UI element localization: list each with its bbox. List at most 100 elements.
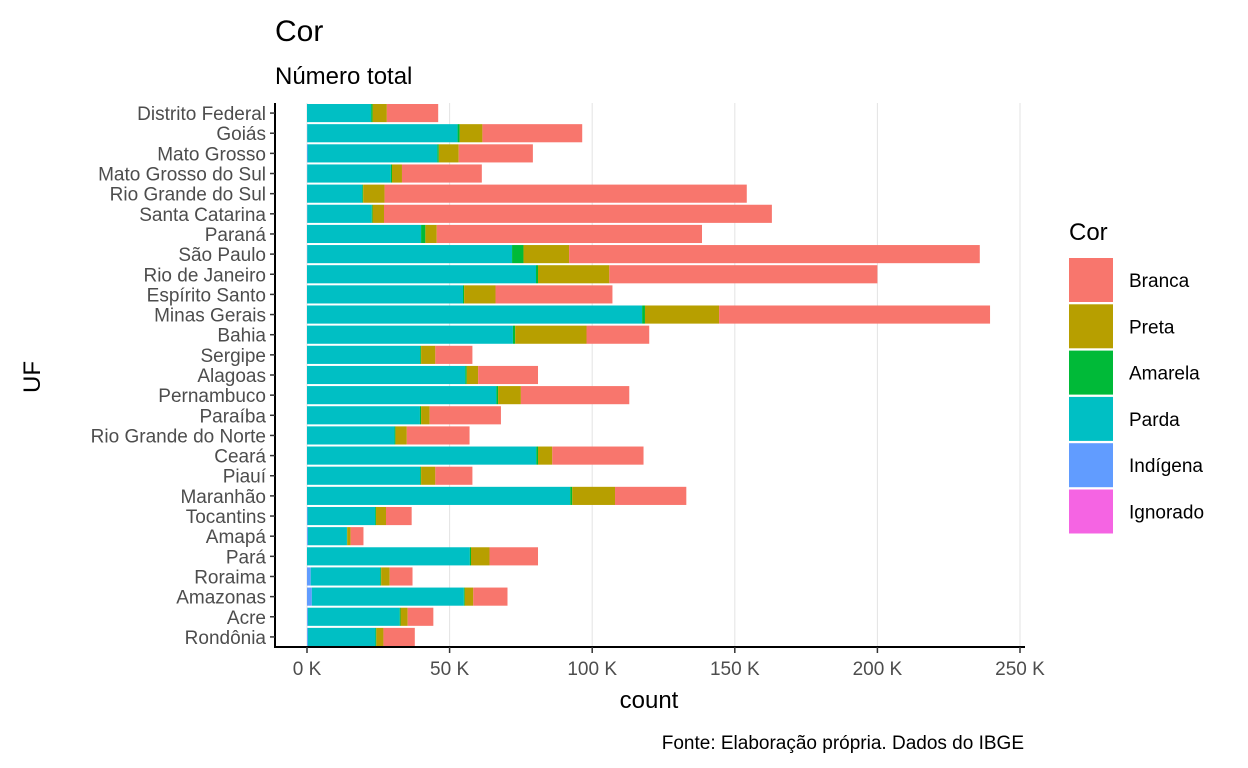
bar-segment bbox=[536, 265, 539, 284]
bar-segment bbox=[586, 325, 650, 344]
y-tick-label: Alagoas bbox=[197, 366, 266, 387]
bar-segment bbox=[401, 164, 482, 183]
bar-segment bbox=[372, 104, 387, 123]
bar-segment bbox=[307, 627, 376, 646]
legend-label: Branca bbox=[1129, 271, 1190, 292]
bar-segment bbox=[609, 265, 878, 284]
y-tick-label: Mato Grosso do Sul bbox=[98, 165, 266, 186]
bar-segment bbox=[307, 627, 308, 646]
bar-segment bbox=[307, 224, 422, 244]
legend-label: Ignorado bbox=[1129, 503, 1204, 524]
bar-segment bbox=[436, 224, 703, 244]
bar-segment bbox=[307, 104, 372, 123]
legend-swatch bbox=[1069, 350, 1113, 395]
bar-segment bbox=[538, 446, 553, 465]
y-tick-label: Rondônia bbox=[185, 628, 267, 649]
chart-subtitle: Número total bbox=[275, 63, 412, 90]
bars bbox=[307, 104, 991, 646]
bar-segment bbox=[307, 607, 308, 626]
bar-segment bbox=[380, 567, 382, 586]
bar-segment bbox=[463, 285, 465, 304]
bar-segment bbox=[615, 486, 687, 505]
bar-segment bbox=[459, 124, 483, 143]
bar-segment bbox=[307, 527, 347, 546]
chart-caption: Fonte: Elaboração própria. Dados do IBGE bbox=[662, 733, 1024, 754]
legend: Branca Preta Amarela Parda Indígena Ignorado bbox=[1069, 258, 1204, 534]
bar-segment bbox=[395, 426, 407, 445]
y-tick-label: Espírito Santo bbox=[147, 285, 266, 306]
bar-segment bbox=[400, 607, 408, 626]
bar-segment bbox=[464, 285, 496, 304]
bar-segment bbox=[644, 305, 720, 324]
bar-segment bbox=[495, 285, 613, 304]
bar-segment bbox=[307, 124, 458, 143]
bar-segment bbox=[538, 265, 610, 284]
bar-segment bbox=[376, 506, 387, 526]
bar-segment bbox=[435, 345, 473, 364]
bar-segment bbox=[552, 446, 644, 465]
bar-segment bbox=[478, 365, 539, 385]
legend-swatch bbox=[1069, 258, 1113, 302]
bar-segment bbox=[719, 305, 991, 324]
bar-segment bbox=[520, 386, 630, 405]
bar-segment bbox=[362, 184, 364, 203]
y-tick-label: Tocantins bbox=[186, 507, 266, 528]
bar-segment bbox=[307, 486, 571, 505]
bar-segment bbox=[515, 325, 587, 344]
bar-segment bbox=[307, 547, 470, 566]
bar-segment bbox=[420, 345, 422, 364]
bar-segment bbox=[307, 446, 537, 465]
bar-segment bbox=[421, 345, 436, 364]
bar-segment bbox=[463, 587, 465, 606]
bar-segment bbox=[307, 567, 311, 586]
y-tick-label: Pernambuco bbox=[158, 386, 266, 407]
bar-segment bbox=[437, 144, 439, 163]
bar-segment bbox=[458, 144, 533, 163]
legend-label: Amarela bbox=[1129, 364, 1200, 385]
bar-segment bbox=[421, 406, 430, 425]
y-tick-label: São Paulo bbox=[178, 245, 266, 266]
bar-segment bbox=[307, 144, 308, 163]
bar-segment bbox=[307, 345, 421, 364]
bar-segment bbox=[310, 567, 381, 586]
x-tick-label: 0 K bbox=[293, 659, 322, 680]
legend-title: Cor bbox=[1069, 219, 1108, 246]
y-tick-label: Roraima bbox=[194, 567, 266, 588]
bar-segment bbox=[389, 567, 413, 586]
bar-segment bbox=[466, 365, 479, 385]
bar-segment bbox=[307, 386, 497, 405]
bar-segment bbox=[307, 245, 513, 264]
bar-segment bbox=[438, 144, 459, 163]
bar-segment bbox=[381, 567, 390, 586]
bar-segment bbox=[386, 506, 412, 526]
legend-swatch bbox=[1069, 304, 1113, 349]
bar-segment bbox=[407, 607, 434, 626]
bar-segment bbox=[464, 587, 474, 606]
bar-segment bbox=[570, 486, 573, 505]
x-tick-label: 100 K bbox=[567, 659, 617, 680]
x-tick-labels: 0 K 50 K 100 K 150 K 200 K 250 K bbox=[293, 647, 1045, 680]
bar-segment bbox=[307, 285, 464, 304]
bar-segment bbox=[390, 164, 392, 183]
bar-segment bbox=[307, 204, 372, 223]
bar-segment bbox=[372, 204, 385, 223]
bar-segment bbox=[457, 124, 460, 143]
bar-segment bbox=[523, 245, 570, 264]
chart-title: Cor bbox=[275, 15, 323, 48]
legend-label: Preta bbox=[1129, 317, 1175, 338]
bar-segment bbox=[642, 305, 645, 324]
y-tick-label: Acre bbox=[227, 608, 266, 629]
y-tick-label: Amazonas bbox=[176, 588, 266, 609]
legend-swatch bbox=[1069, 489, 1113, 534]
bar-segment bbox=[307, 527, 308, 546]
bar-segment bbox=[384, 204, 772, 223]
bar-segment bbox=[399, 607, 401, 626]
bar-segment bbox=[363, 184, 385, 203]
y-tick-label: Distrito Federal bbox=[137, 104, 266, 125]
bar-segment bbox=[512, 325, 516, 344]
bar-segment bbox=[371, 204, 373, 223]
x-tick-label: 250 K bbox=[995, 659, 1045, 680]
bar-segment bbox=[371, 104, 373, 123]
